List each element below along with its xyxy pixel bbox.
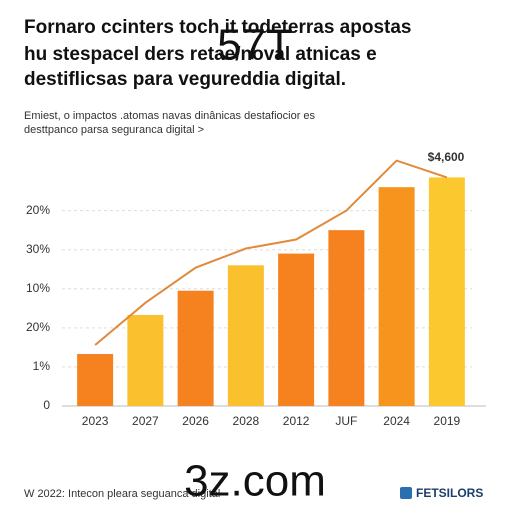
x-tick-label: 2019 [434, 414, 461, 428]
bar [278, 253, 315, 406]
bar [378, 187, 415, 406]
watermark: 3z.com [184, 457, 326, 506]
bar [227, 265, 264, 406]
brand-icon [400, 487, 412, 499]
bar [177, 290, 214, 406]
x-tick-label: 2028 [233, 414, 260, 428]
trend-line [94, 159, 448, 346]
y-tick-label: 1% [33, 359, 51, 373]
watermark: 57T [217, 21, 293, 70]
annotation: $4,600 [428, 150, 465, 164]
y-tick-label: 20% [26, 320, 50, 334]
chart-title: destiflicsas para vegureddia digital. [24, 69, 346, 90]
x-tick-label: 2023 [82, 414, 109, 428]
x-tick-label: 2024 [383, 414, 410, 428]
bar [127, 314, 164, 406]
subtitle: Emiest, o impactos .atomas navas dinânic… [24, 110, 316, 122]
x-tick-label: 2012 [283, 414, 310, 428]
y-tick-label: 30% [26, 242, 50, 256]
x-tick-label: 2026 [182, 414, 209, 428]
chart-title: hu stespacel ders retae/noval atnicas e [24, 44, 377, 65]
bar [328, 230, 365, 406]
subtitle: desttpanco parsa seguranca digital > [24, 124, 204, 136]
x-tick-label: 2027 [132, 414, 159, 428]
chart-title: Fornaro ccinters toch it todeterras apos… [24, 17, 412, 38]
footer: W 2022: Intecon pleara seguanca digital [24, 488, 220, 500]
y-tick-label: 0 [43, 398, 50, 412]
y-tick-label: 20% [26, 203, 50, 217]
bar [428, 177, 465, 406]
bar [77, 354, 114, 406]
x-tick-label: JUF [335, 414, 357, 428]
brand: FETSILORS [416, 486, 483, 500]
y-tick-label: 10% [26, 281, 50, 295]
